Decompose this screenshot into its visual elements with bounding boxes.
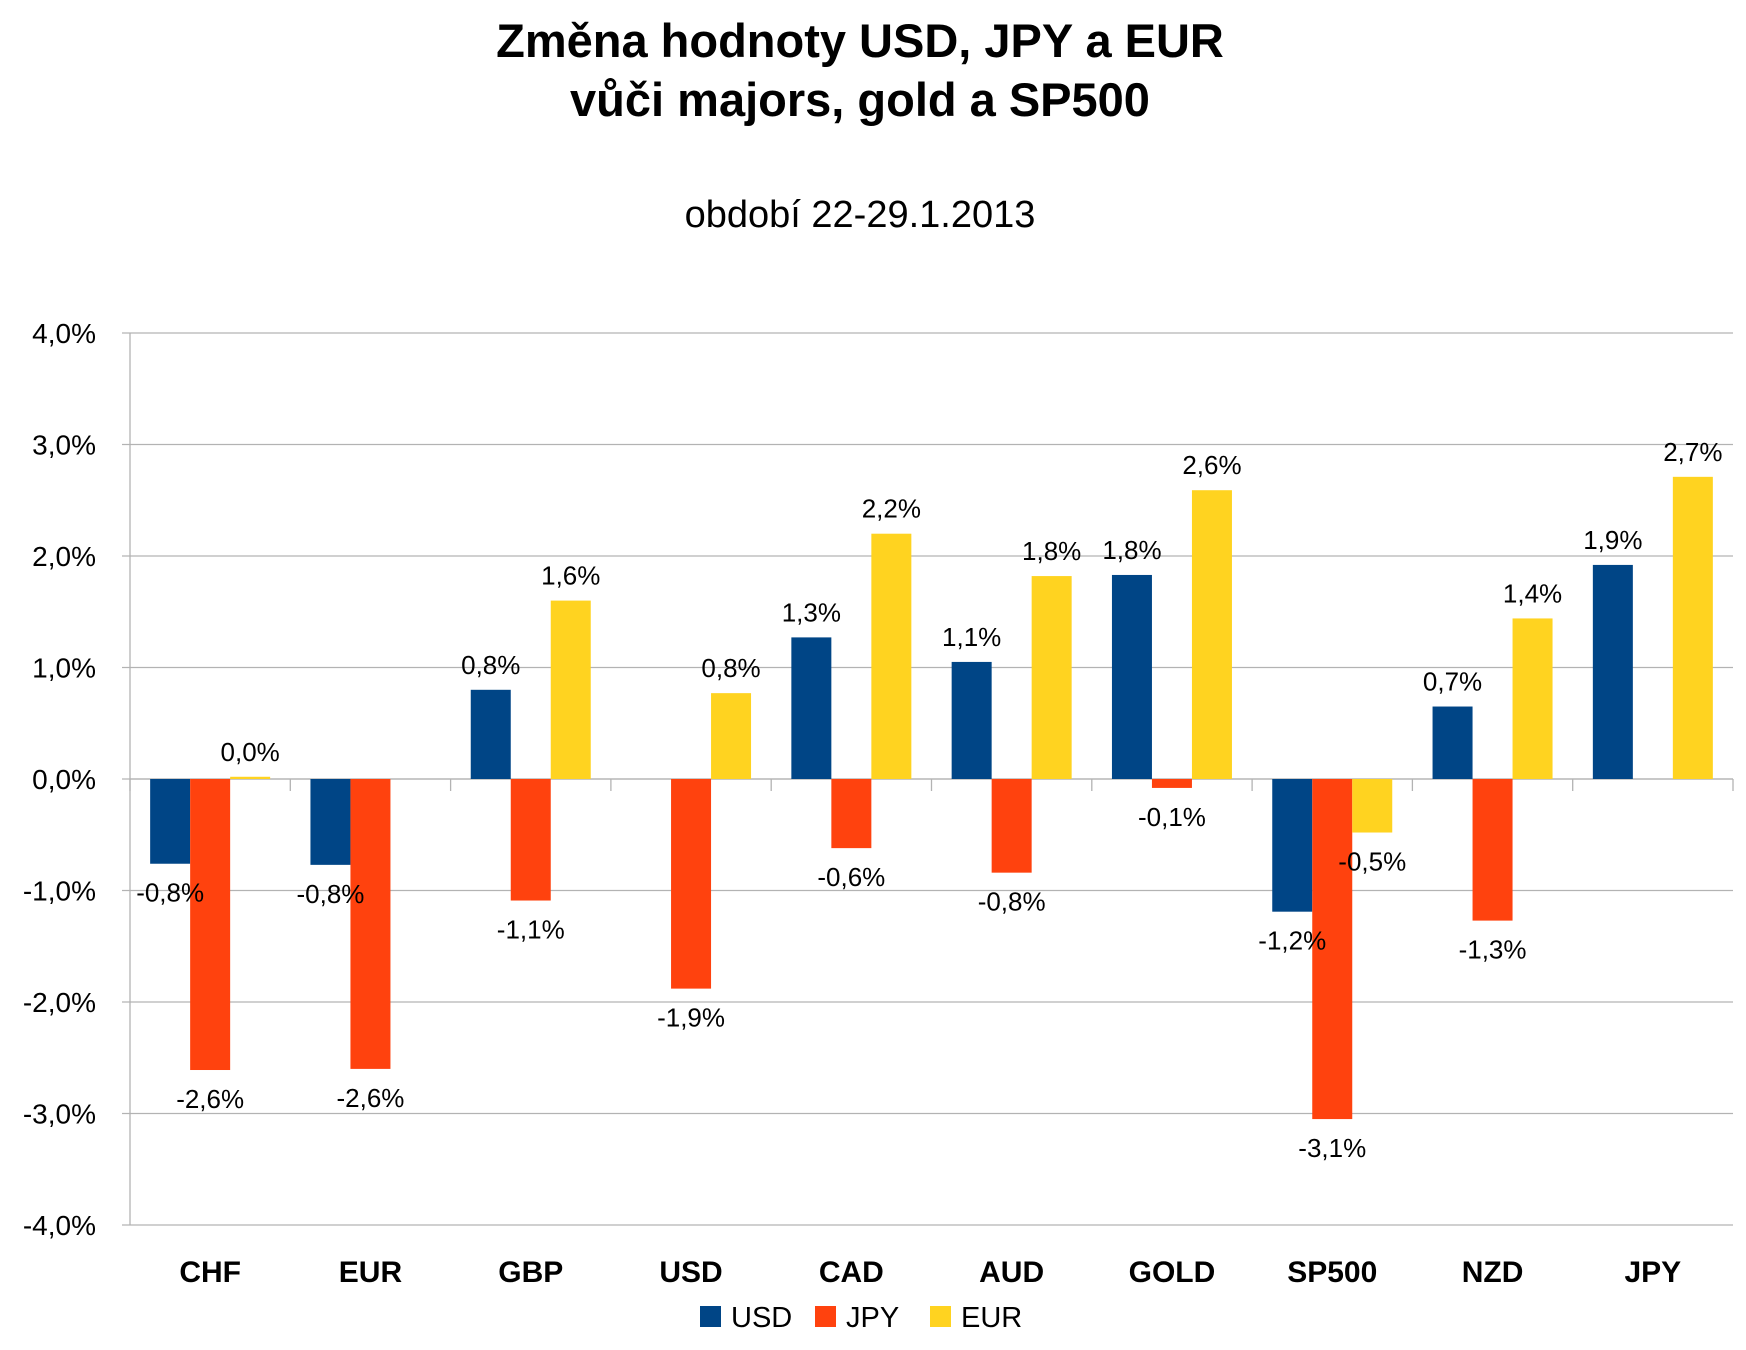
y-tick-label: -2,0% (23, 987, 96, 1018)
bar-usd (951, 661, 992, 779)
legend-label-jpy: JPY (846, 1302, 899, 1334)
bar-jpy (190, 779, 231, 1071)
bar-eur (711, 693, 752, 779)
data-label: -0,8% (296, 879, 364, 909)
data-label: -0,8% (978, 887, 1046, 917)
bar-eur (230, 776, 271, 779)
x-category-label: EUR (339, 1256, 403, 1289)
data-label: -0,1% (1138, 802, 1206, 832)
y-tick-label: -1,0% (23, 876, 96, 907)
data-label: 0,0% (221, 737, 280, 767)
bar-jpy (831, 779, 872, 849)
bar-jpy (1151, 779, 1192, 788)
bar-usd (150, 779, 191, 864)
data-label: 2,7% (1663, 437, 1722, 467)
data-label: -1,9% (657, 1003, 725, 1033)
bar-jpy (1472, 779, 1513, 921)
x-category-label: USD (659, 1256, 722, 1289)
data-label: 1,6% (541, 561, 600, 591)
legend-swatch-eur (930, 1306, 951, 1327)
bar-eur (1672, 476, 1713, 779)
data-label: -1,3% (1459, 935, 1527, 965)
y-tick-label: 4,0% (32, 318, 96, 349)
data-label: 1,8% (1022, 536, 1081, 566)
x-category-label: SP500 (1287, 1256, 1377, 1289)
data-label: 2,2% (862, 494, 921, 524)
y-tick-label: -4,0% (23, 1210, 96, 1241)
bar-jpy (350, 779, 391, 1069)
bar-eur (1031, 576, 1072, 779)
x-category-label: NZD (1462, 1256, 1524, 1289)
data-label: 0,7% (1423, 667, 1482, 697)
bar-usd (470, 689, 511, 779)
x-category-label: GOLD (1129, 1256, 1216, 1289)
data-label: 1,8% (1102, 535, 1161, 565)
bar-eur (1352, 779, 1393, 833)
data-label: -0,8% (136, 878, 204, 908)
data-label: 1,4% (1503, 578, 1562, 608)
y-tick-label: -3,0% (23, 1099, 96, 1130)
y-tick-label: 3,0% (32, 430, 96, 461)
data-label: 0,8% (701, 653, 760, 683)
bar-usd (1272, 779, 1313, 912)
y-tick-label: 1,0% (32, 653, 96, 684)
x-category-label: CAD (819, 1256, 884, 1289)
bar-eur (871, 533, 912, 779)
chart-title-line-1: Změna hodnoty USD, JPY a EUR (496, 14, 1224, 67)
data-label: 1,9% (1583, 525, 1642, 555)
bar-eur (1191, 490, 1232, 779)
data-label: -0,5% (1338, 847, 1406, 877)
x-category-label: GBP (498, 1256, 563, 1289)
y-tick-label: 0,0% (32, 764, 96, 795)
bar-jpy (510, 779, 551, 901)
data-label: 0,8% (461, 650, 520, 680)
chart-title-line-2: vůči majors, gold a SP500 (570, 73, 1150, 126)
data-label: -2,6% (336, 1083, 404, 1113)
bar-eur (550, 600, 591, 779)
bar-usd (1111, 574, 1152, 779)
x-category-label: CHF (179, 1256, 241, 1289)
bar-jpy (991, 779, 1032, 873)
bar-usd (1432, 706, 1473, 779)
data-label: -1,2% (1258, 926, 1326, 956)
data-label: 2,6% (1182, 450, 1241, 480)
data-label: 1,3% (782, 597, 841, 627)
bar-usd (310, 779, 351, 865)
x-category-label: AUD (979, 1256, 1044, 1289)
chart-subtitle: období 22-29.1.2013 (685, 194, 1036, 236)
data-label: 1,1% (942, 622, 1001, 652)
x-category-label: JPY (1624, 1256, 1681, 1289)
legend-swatch-usd (700, 1306, 721, 1327)
data-labels: -0,8% -0,8% 0,8% 1,3% 1,1% 1,8% -1,2% 0,7% 1,9% -… (136, 437, 1722, 1163)
legend: USD JPY EUR (700, 1302, 1022, 1334)
data-label: -3,1% (1298, 1133, 1366, 1163)
data-label: -1,1% (497, 915, 565, 945)
legend-label-eur: EUR (961, 1302, 1022, 1334)
bar-jpy (1312, 779, 1353, 1120)
y-tick-label: 2,0% (32, 541, 96, 572)
bars (150, 476, 1713, 1120)
data-label: -0,6% (817, 862, 885, 892)
bar-usd (791, 637, 832, 779)
bar-eur (1512, 618, 1553, 779)
legend-label-usd: USD (731, 1302, 792, 1334)
legend-swatch-jpy (815, 1306, 836, 1327)
data-label: -2,6% (176, 1084, 244, 1114)
bar-usd (1592, 564, 1633, 779)
bar-jpy (671, 779, 712, 989)
